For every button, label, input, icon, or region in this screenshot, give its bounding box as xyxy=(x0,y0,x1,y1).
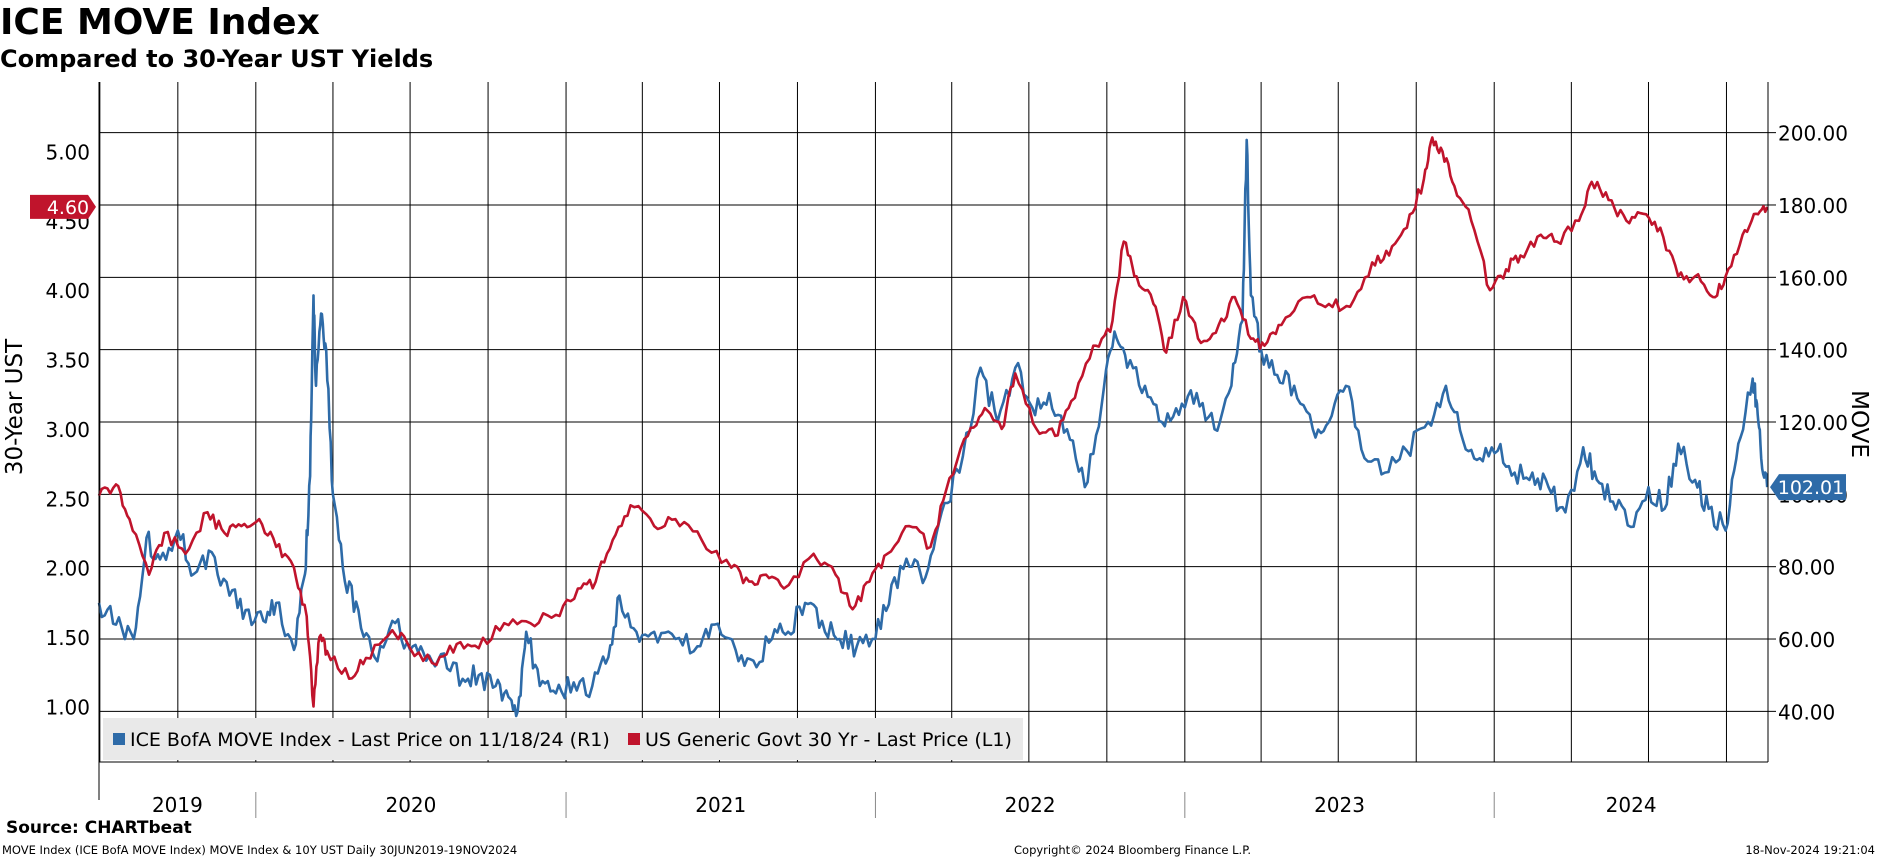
last-value-label-ust: 4.60 xyxy=(47,197,89,219)
legend-swatch-move xyxy=(113,733,125,745)
x-tick-label: 2023 xyxy=(1314,793,1365,817)
x-tick-label: 2024 xyxy=(1606,793,1657,817)
last-value-label-move: 102.01 xyxy=(1778,477,1844,499)
horizontal-gridlines xyxy=(99,132,1768,712)
x-tick-label: 2021 xyxy=(695,793,746,817)
legend-label-move: ICE BofA MOVE Index - Last Price on 11/1… xyxy=(130,729,610,751)
left-axis-label: 30-Year UST xyxy=(2,338,28,475)
right-tick-label: 200.00 xyxy=(1778,122,1848,146)
x-tick-label: 2019 xyxy=(152,793,203,817)
legend-box xyxy=(103,718,1023,760)
right-tick-label: 120.00 xyxy=(1778,411,1848,435)
chart-title: ICE MOVE Index xyxy=(0,2,320,43)
series-line-ust xyxy=(97,136,1769,708)
x-axis: 2019 2020 2021 2022 2023 2024 xyxy=(99,761,1768,818)
left-tick-label: 1.50 xyxy=(45,626,90,650)
left-tick-label: 3.00 xyxy=(45,418,90,442)
last-value-tag-ust xyxy=(30,194,96,219)
left-tick-label: 2.00 xyxy=(45,557,90,581)
right-tick-label: 160.00 xyxy=(1778,266,1848,290)
chart-subtitle: Compared to 30-Year UST Yields xyxy=(0,45,434,73)
right-axis: 40.0060.0080.00100.00120.00140.00160.001… xyxy=(1767,82,1848,762)
left-axis: 1.001.502.002.503.003.504.004.505.00 xyxy=(45,82,100,800)
vertical-gridlines xyxy=(99,82,1727,762)
source-note: Source: CHARTbeat xyxy=(6,818,192,838)
footer-copyright: Copyright© 2024 Bloomberg Finance L.P. xyxy=(1014,843,1251,857)
footer-timestamp: 18-Nov-2024 19:21:04 xyxy=(1745,843,1875,857)
right-tick-label: 140.00 xyxy=(1778,339,1848,363)
last-value-tags: 102.01 4.60 xyxy=(30,194,1846,501)
legend-label-ust: US Generic Govt 30 Yr - Last Price (L1) xyxy=(645,729,1012,751)
left-tick-label: 2.50 xyxy=(45,487,90,511)
series-line-move xyxy=(97,138,1769,718)
legend: ICE BofA MOVE Index - Last Price on 11/1… xyxy=(103,718,1023,760)
right-axis-label: MOVE xyxy=(1846,390,1872,458)
right-tick-label: 40.00 xyxy=(1778,700,1835,724)
footer-description: MOVE Index (ICE BofA MOVE Index) MOVE In… xyxy=(2,843,518,857)
x-tick-label: 2022 xyxy=(1005,793,1056,817)
right-tick-label: 180.00 xyxy=(1778,194,1848,218)
series-layer xyxy=(97,136,1769,718)
x-tick-label: 2020 xyxy=(385,793,436,817)
right-tick-label: 60.00 xyxy=(1778,628,1835,652)
last-value-tag-move xyxy=(1770,474,1846,501)
legend-swatch-ust xyxy=(628,733,640,745)
left-tick-label: 1.00 xyxy=(45,695,90,719)
right-tick-label: 80.00 xyxy=(1778,556,1835,580)
left-tick-label: 3.50 xyxy=(45,349,90,373)
left-tick-label: 4.00 xyxy=(45,279,90,303)
left-tick-label: 5.00 xyxy=(45,140,90,164)
